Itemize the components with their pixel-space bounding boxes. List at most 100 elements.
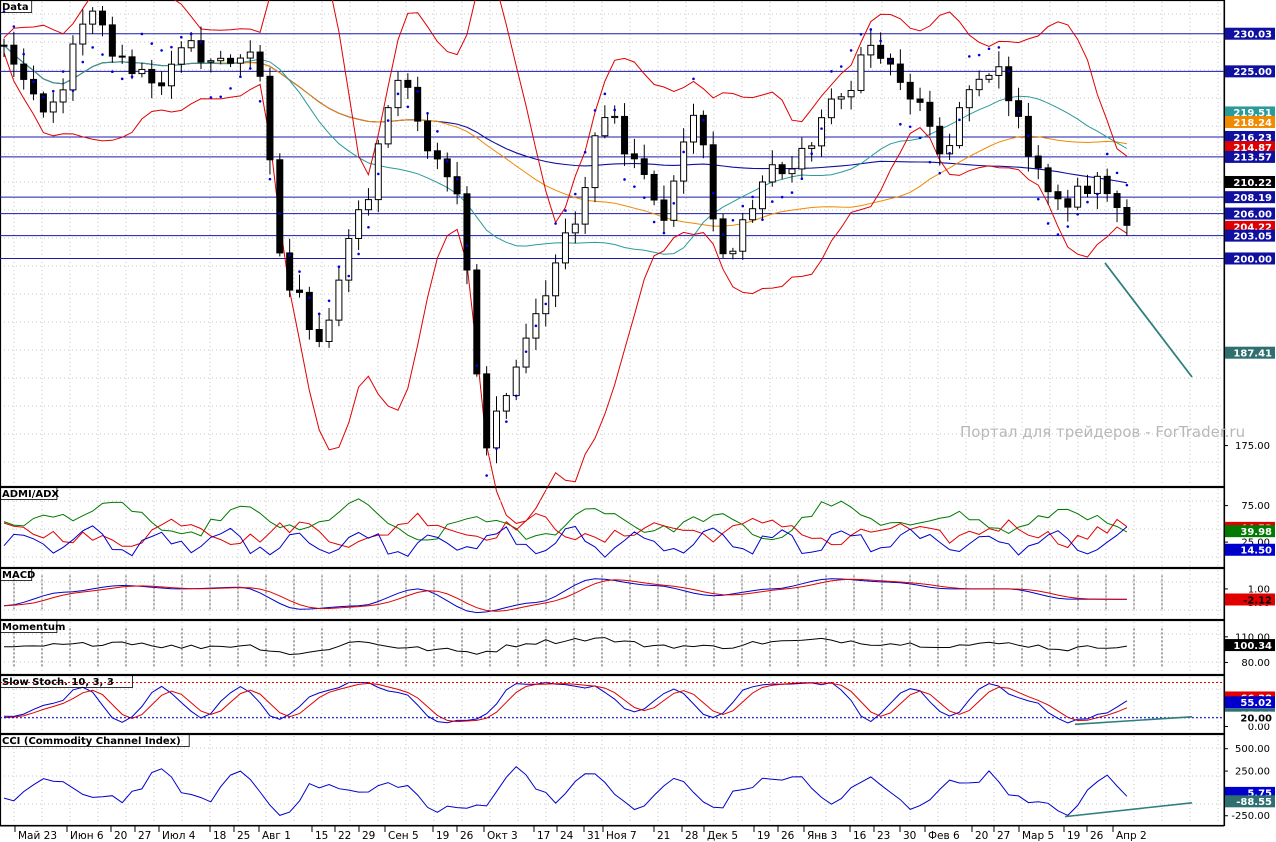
candle	[296, 289, 303, 293]
sar-dot	[958, 118, 961, 122]
sar-dot	[938, 171, 942, 175]
candle	[1093, 175, 1101, 194]
candle	[1113, 193, 1121, 208]
y-tick-label: 0.00	[1248, 722, 1270, 733]
x-tick-label: Май 23	[18, 830, 57, 842]
sar-dot	[928, 160, 932, 164]
sar-dot	[721, 233, 725, 236]
candle	[699, 114, 707, 146]
sar-dot	[593, 109, 597, 112]
candle	[99, 10, 106, 26]
value-badge	[1225, 252, 1275, 265]
adx-plus-di-line	[3, 498, 1128, 541]
grid	[0, 570, 1224, 618]
sar-dot	[317, 312, 321, 316]
x-tick-label: 22	[338, 830, 351, 842]
candle	[818, 117, 826, 147]
sar-dot	[278, 212, 282, 215]
x-tick-label: 31	[587, 830, 600, 842]
sar-dot	[642, 196, 646, 199]
value-badge	[1225, 207, 1275, 220]
candle	[187, 40, 195, 49]
x-tick-label: 19	[436, 830, 449, 842]
trend-line	[1064, 801, 1193, 818]
x-tick-label: 28	[685, 830, 698, 842]
sar-dot	[12, 25, 16, 28]
sar-dot	[1036, 197, 1040, 201]
value-badge	[1225, 106, 1275, 119]
candle	[30, 78, 38, 95]
sar-dot	[445, 159, 449, 163]
candle	[0, 44, 8, 47]
candle	[443, 158, 451, 178]
value-badge	[1225, 639, 1275, 652]
sar-dot	[583, 150, 587, 154]
sar-dot	[948, 151, 951, 155]
value-badge-label: 216.23	[1233, 133, 1272, 144]
sar-dot	[32, 80, 35, 84]
value-badge-label: 14.50	[1240, 546, 1272, 557]
value-badge	[1225, 191, 1275, 204]
sar-dot	[603, 92, 607, 96]
sar-dot	[150, 42, 154, 45]
value-badge	[1225, 27, 1275, 40]
candle	[49, 101, 57, 113]
value-badge-label: 208.19	[1233, 193, 1272, 204]
sar-dot	[839, 65, 843, 68]
sar-dot	[1017, 110, 1020, 114]
sar-dot	[1105, 152, 1109, 156]
y-tick-label: -250.00	[1231, 811, 1270, 822]
candle	[108, 24, 116, 57]
x-tick-label: 27	[997, 830, 1010, 842]
value-badge-label: 200.00	[1233, 254, 1272, 265]
candle	[512, 366, 520, 397]
y-tick-label: 250.00	[1235, 767, 1270, 778]
x-tick-label: 26	[460, 830, 474, 842]
candle	[975, 78, 983, 91]
x-tick-label: 20	[114, 830, 127, 842]
sar-dot	[623, 178, 626, 181]
x-tick-label: 18	[213, 830, 226, 842]
sar-dot	[987, 47, 991, 51]
value-badge-label: 218.24	[1233, 118, 1272, 129]
candle	[167, 63, 175, 87]
sar-dot	[396, 92, 400, 96]
sar-dot	[652, 220, 656, 224]
candle	[207, 60, 215, 63]
candle	[197, 40, 205, 63]
sar-dot	[613, 108, 616, 112]
sar-dot	[810, 152, 813, 155]
value-badge	[1225, 696, 1275, 709]
value-badge-label: 20.00	[1240, 713, 1272, 724]
candle	[778, 164, 786, 175]
candle	[1015, 100, 1023, 117]
sar-dot	[968, 55, 971, 58]
candle	[552, 262, 560, 297]
value-badge-label: 230.03	[1233, 30, 1272, 41]
value-badge	[1225, 346, 1275, 359]
value-badge-label: 203.05	[1233, 231, 1272, 242]
candle	[414, 86, 422, 122]
value-badge-label: 225.00	[1233, 67, 1272, 78]
watermark: Портал для трейдеров - ForTrader.ru	[960, 423, 1245, 441]
panel-title: MACD	[2, 570, 35, 581]
candle	[404, 79, 412, 88]
candle	[89, 10, 97, 25]
candle	[581, 187, 589, 225]
panel-title: ADMI/ADX	[2, 489, 59, 500]
sar-dot	[258, 99, 262, 103]
candle	[719, 218, 727, 255]
candle	[364, 199, 372, 211]
x-tick-label: Сен 5	[388, 830, 419, 842]
sar-dot	[1086, 200, 1089, 204]
trend-line	[1104, 262, 1193, 378]
value-badge-label: 5.75	[1247, 789, 1272, 800]
candle	[768, 164, 776, 183]
adx-line	[3, 525, 1128, 558]
sar-dot	[189, 32, 193, 36]
candle	[650, 173, 658, 201]
